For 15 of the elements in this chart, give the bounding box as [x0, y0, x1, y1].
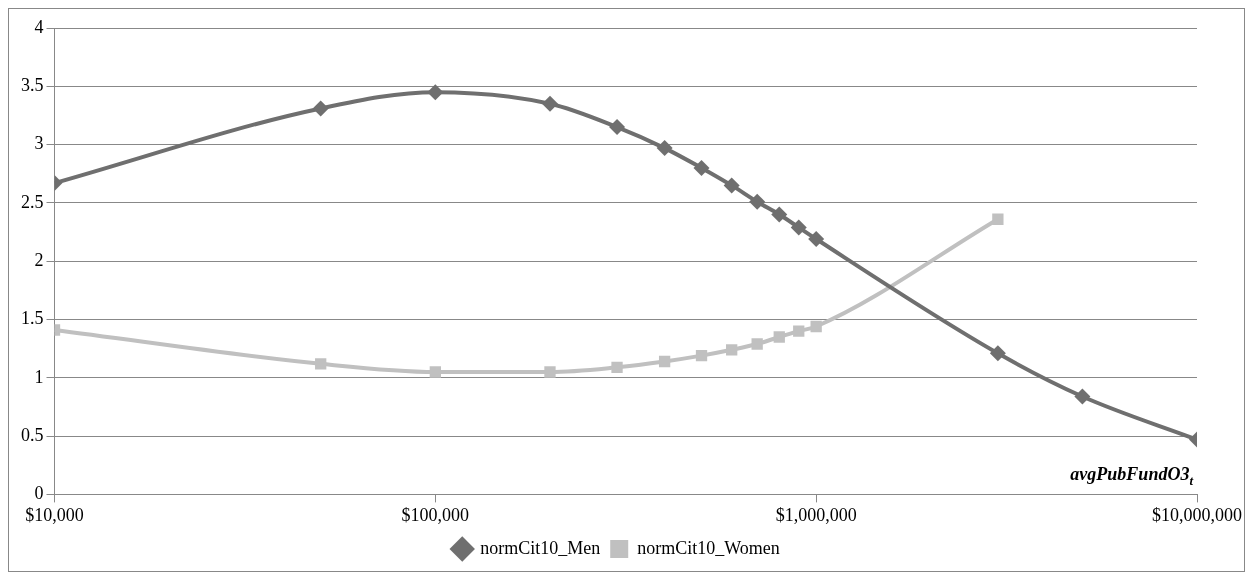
y-tick-label: 2.5	[21, 191, 44, 212]
legend-label: normCit10_Men	[480, 537, 601, 558]
y-tick-label: 1	[34, 366, 44, 387]
y-tick-label: 2	[34, 249, 44, 270]
y-tick-label: 0.5	[21, 424, 44, 445]
legend-label: normCit10_Women	[637, 537, 780, 558]
y-tick-label: 0	[34, 483, 44, 504]
x-tick-label: $1,000,000	[775, 504, 857, 525]
y-tick-label: 1.5	[21, 308, 44, 329]
x-tick-label: $10,000,000	[1152, 504, 1242, 525]
y-tick-label: 3.5	[21, 75, 44, 96]
x-tick-label: $100,000	[401, 504, 470, 525]
y-tick-label: 4	[34, 16, 44, 37]
x-tick-label: $10,000	[25, 504, 84, 525]
y-tick-label: 3	[34, 133, 44, 154]
